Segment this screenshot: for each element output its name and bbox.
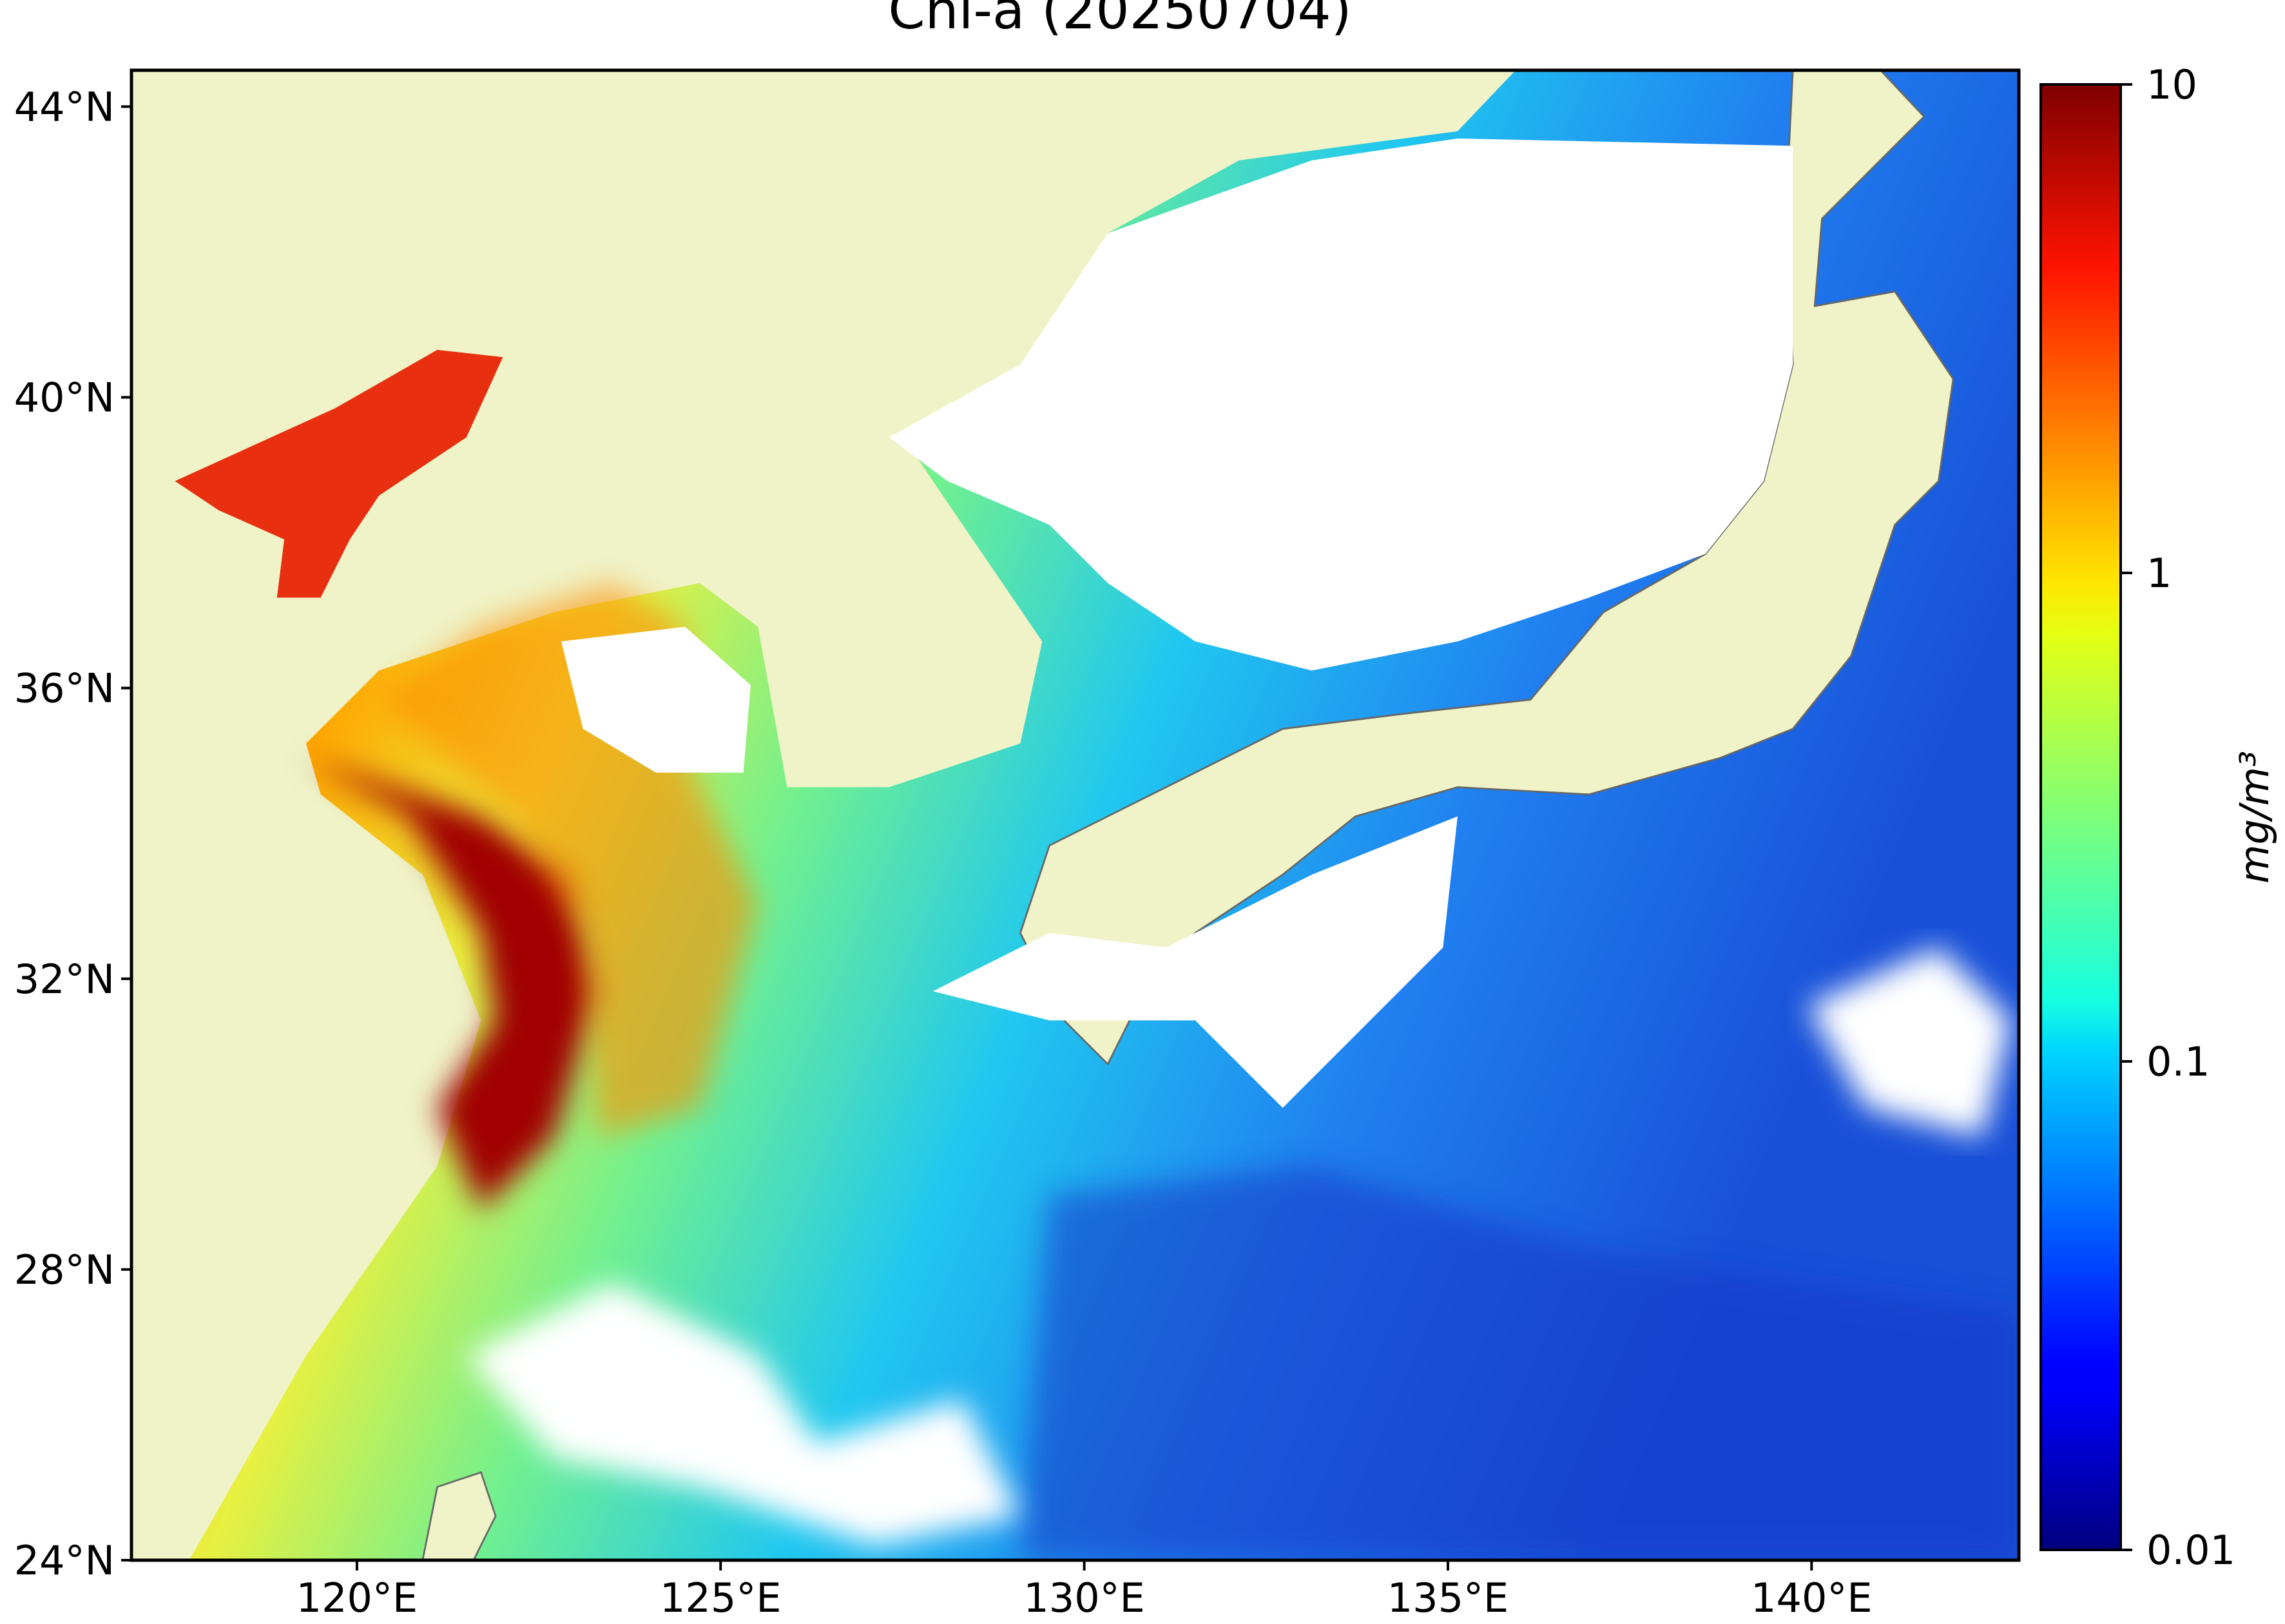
colorbar-tick-label: 0.1: [2146, 1038, 2210, 1085]
cloud: [889, 138, 1793, 671]
y-tick-label: 40°N: [14, 374, 115, 421]
y-tick-label: 28°N: [14, 1246, 115, 1293]
bohai-sea: [175, 349, 503, 598]
x-tick-label: 140°E: [1751, 1574, 1873, 1621]
map-image: [131, 70, 2019, 1560]
x-tick-label: 130°E: [1023, 1574, 1145, 1621]
cloud: [1807, 947, 2012, 1137]
y-tick-label: 32°N: [14, 956, 115, 1003]
x-tick-label: 120°E: [296, 1574, 418, 1621]
colorbar-tick-label: 1: [2146, 550, 2172, 597]
cloud: [561, 626, 751, 773]
y-tick-label: 24°N: [14, 1537, 115, 1584]
deep-blue: [1020, 1166, 2019, 1560]
x-tick-label: 125°E: [660, 1574, 782, 1621]
y-tick-label: 44°N: [14, 83, 115, 130]
cloud: [466, 1282, 1021, 1545]
map-title: Chl-a (20250704): [888, 0, 1351, 41]
taiwan: [421, 1471, 497, 1560]
y-tick-label: 36°N: [14, 665, 115, 712]
colorbar: [2039, 83, 2122, 1551]
high-chl-coast: [306, 758, 598, 1210]
plot-frame: [130, 68, 2021, 1562]
cloud: [932, 816, 1458, 1108]
x-tick-label: 135°E: [1387, 1574, 1509, 1621]
colorbar-tick-label: 0.01: [2146, 1527, 2235, 1574]
colorbar-tick-label: 10: [2146, 61, 2197, 108]
colorbar-label: mg/m³: [2231, 751, 2278, 884]
